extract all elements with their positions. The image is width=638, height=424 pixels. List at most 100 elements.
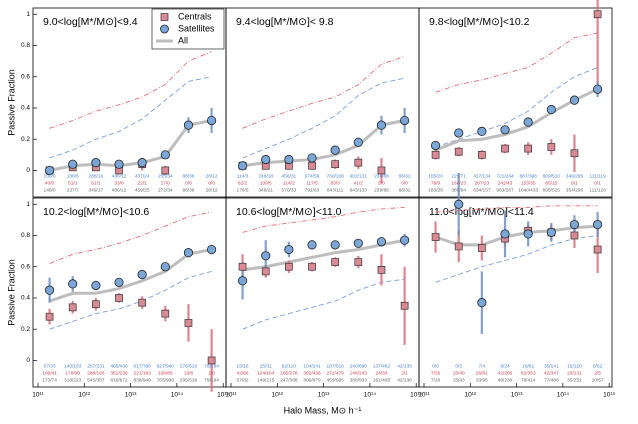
- count-label: 25/31: [260, 363, 272, 369]
- count-label: 22/1: [137, 180, 147, 186]
- legend-label: Satellites: [178, 23, 215, 33]
- central-marker: [478, 150, 486, 159]
- count-label: 77/488: [544, 377, 559, 383]
- count-label: 33/95: [476, 377, 488, 383]
- count-label: 237/7: [67, 187, 79, 193]
- count-label: 161/495: [373, 377, 391, 383]
- y-tick-label: 0: [26, 167, 30, 174]
- satellite-marker: [353, 137, 363, 147]
- central-marker: [400, 301, 409, 310]
- count-label: 66/32: [399, 173, 411, 179]
- satellite-marker: [284, 244, 294, 255]
- x-axis-label: Halo Mass, M⊙ h⁻¹: [284, 405, 362, 415]
- panel: 10.6<log[M*/M⊙]<11.0 10¹¹ 10¹² 10¹³ 10¹⁴ 10¹⁵…: [225, 197, 423, 415]
- x-tick-label: 10¹³: [125, 392, 137, 399]
- central-marker: [593, 10, 602, 19]
- count-label: 48/230: [498, 377, 513, 383]
- satellite-marker: [114, 277, 124, 287]
- count-label: 42/347: [544, 370, 559, 376]
- y-tick-label: 0: [26, 357, 30, 364]
- count-label: 963/287: [496, 187, 514, 193]
- count-label: 242/43: [498, 180, 513, 186]
- count-label: 302/436: [303, 370, 321, 376]
- central-marker: [354, 258, 363, 266]
- count-label: 240/690: [350, 363, 368, 369]
- count-label: 627/940: [157, 363, 175, 369]
- panel: 11.0<log[M*/M⊙]<11.4 10¹¹ 10¹² 10¹³ 10¹⁴ 10¹⁵…: [418, 173, 616, 399]
- count-label: 178/90: [65, 370, 80, 376]
- count-label: 809/510: [543, 173, 561, 179]
- series-line: [242, 206, 405, 233]
- central-marker: [45, 312, 54, 321]
- satellite-marker: [569, 95, 580, 105]
- central-marker: [207, 356, 216, 365]
- central-marker: [261, 267, 270, 276]
- satellite-marker: [237, 276, 248, 286]
- central-marker: [354, 158, 363, 167]
- count-label: 100/5: [260, 180, 272, 186]
- count-label: 51/1: [68, 180, 78, 186]
- count-label: 88/36: [182, 187, 194, 193]
- central-marker: [501, 144, 509, 153]
- central-marker: [431, 150, 440, 159]
- count-label: 288/16: [89, 173, 104, 179]
- x-tick-label: 10¹²: [272, 392, 284, 399]
- central-marker: [138, 298, 147, 307]
- count-label: 106/41: [42, 370, 57, 376]
- satellite-marker: [307, 153, 317, 163]
- count-label: 19/6: [184, 370, 194, 376]
- count-label: 765/998: [157, 377, 175, 383]
- count-label: 459/25: [135, 187, 150, 193]
- count-label: 6/24: [500, 363, 510, 369]
- count-label: 148/0: [44, 187, 56, 193]
- count-label: 7/26: [431, 370, 441, 376]
- central-marker: [478, 244, 486, 252]
- count-label: 105/20: [428, 173, 443, 179]
- panel: 9.0<log[M*/M⊙]<9.4 0 0.2 0.4 0.6 0.8 1 Passive …: [6, 7, 227, 198]
- count-label: 674/58: [305, 173, 320, 179]
- count-label: 88/36: [182, 173, 194, 179]
- count-label: 104/241: [303, 363, 321, 369]
- count-label: 62/2: [238, 180, 248, 186]
- y-tick-label: 0.6: [21, 73, 30, 80]
- count-label: 388/933: [350, 377, 368, 383]
- count-label: 295/516: [180, 377, 198, 383]
- count-label: 2/1: [401, 370, 408, 376]
- count-label: 459/995: [326, 377, 344, 383]
- x-tick-label: 10¹⁴: [364, 392, 376, 399]
- count-label: 602/131: [350, 173, 368, 179]
- x-tick-label: 10¹⁵: [603, 392, 615, 399]
- panel-frame: [225, 197, 420, 388]
- satellite-marker: [160, 150, 170, 160]
- central-marker: [285, 262, 293, 271]
- y-tick-label: 1: [26, 201, 30, 208]
- x-tick-label: 10¹¹: [225, 392, 237, 399]
- count-label: 15/40: [453, 370, 465, 376]
- satellite-marker: [330, 240, 340, 250]
- legend-swatch: [160, 24, 169, 34]
- count-label: 887/398: [519, 173, 537, 179]
- satellite-marker: [454, 128, 464, 138]
- count-label: 79/194: [204, 377, 219, 383]
- satellite-marker: [183, 120, 194, 130]
- satellite-marker: [477, 298, 487, 308]
- series-line: [435, 235, 598, 283]
- panel-title: 9.0<log[M*/M⊙]<9.4: [43, 16, 138, 28]
- satellite-marker: [91, 280, 101, 291]
- panel-frame: [418, 197, 613, 388]
- series-line: [435, 205, 598, 213]
- count-label: 61/1: [91, 180, 101, 186]
- count-label: 7/4: [479, 363, 486, 369]
- series-line: [242, 55, 405, 129]
- count-label: 234/88: [374, 173, 389, 179]
- count-label: 78/9: [431, 180, 441, 186]
- count-label: 346/21: [258, 187, 273, 193]
- count-label: 111/119: [589, 173, 606, 179]
- count-label: 153/35: [521, 180, 536, 186]
- x-tick-label: 10¹³: [318, 392, 330, 399]
- satellite-marker: [400, 235, 410, 245]
- count-label: 108/0: [44, 173, 56, 179]
- count-label: 791/63: [305, 187, 320, 193]
- count-label: 1040/433: [518, 187, 538, 193]
- count-label: 617/786: [133, 363, 151, 369]
